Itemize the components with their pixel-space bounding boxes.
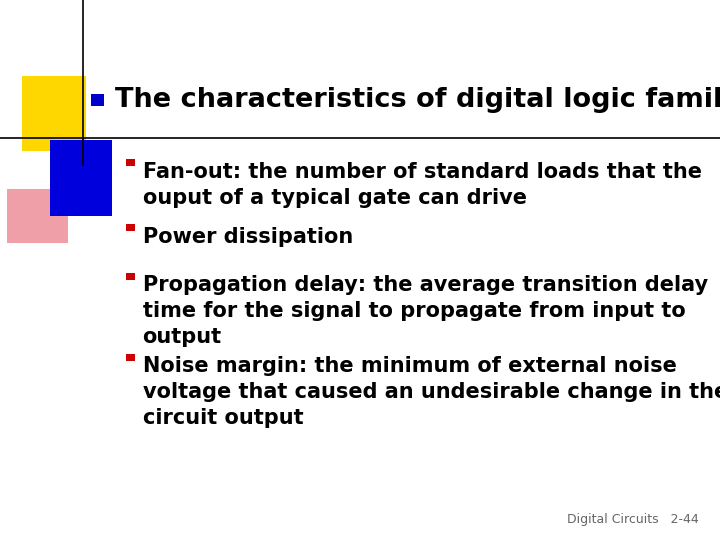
Text: Propagation delay: the average transition delay
time for the signal to propagate: Propagation delay: the average transitio… xyxy=(143,275,708,347)
Text: Digital Circuits   2-44: Digital Circuits 2-44 xyxy=(567,514,698,526)
Text: Noise margin: the minimum of external noise
voltage that caused an undesirable c: Noise margin: the minimum of external no… xyxy=(143,356,720,428)
Bar xyxy=(7,189,68,243)
Text: Power dissipation: Power dissipation xyxy=(143,227,353,247)
Bar xyxy=(126,273,135,280)
Bar xyxy=(126,224,135,231)
Bar xyxy=(126,354,135,361)
Bar xyxy=(50,140,112,216)
Bar xyxy=(91,94,104,106)
Text: The characteristics of digital logic families: The characteristics of digital logic fam… xyxy=(115,87,720,113)
Bar xyxy=(126,159,135,166)
Bar xyxy=(22,76,86,151)
Text: Fan-out: the number of standard loads that the
ouput of a typical gate can drive: Fan-out: the number of standard loads th… xyxy=(143,162,701,207)
